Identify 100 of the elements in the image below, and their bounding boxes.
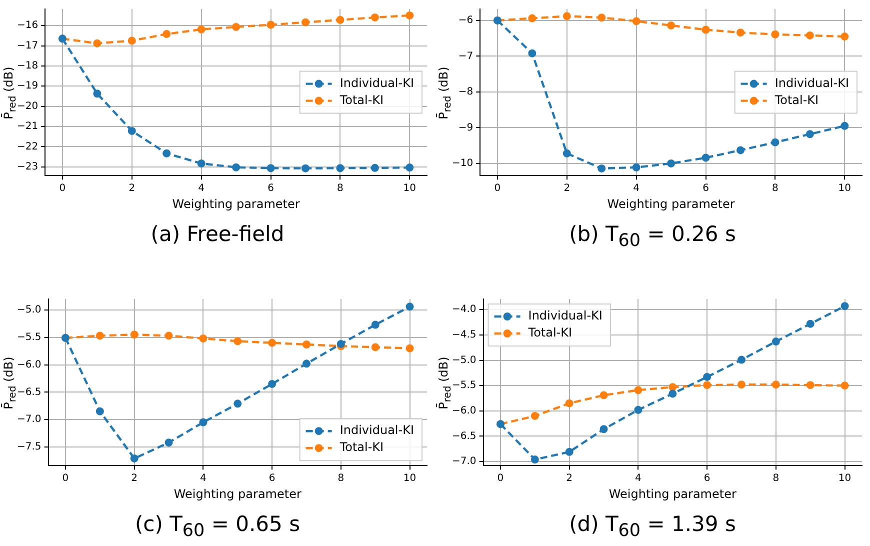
point [736, 146, 744, 154]
y-tick-label: −8 [458, 86, 474, 98]
x-tick-label: 2 [131, 473, 138, 484]
y-tick-label: −18 [16, 60, 38, 72]
y-tick-label: −17 [16, 40, 38, 52]
x-tick-label: 0 [62, 473, 69, 484]
y-tick-label: −20 [16, 100, 38, 112]
y-tick-label: −19 [16, 80, 38, 92]
point [738, 380, 746, 389]
point [371, 343, 380, 352]
point [130, 330, 138, 339]
point [164, 332, 173, 340]
x-axis-title: Weighting parameter [607, 196, 735, 211]
point [562, 12, 571, 20]
text: (c) T$_{60}$ = 0.65 s [134, 512, 302, 542]
point [93, 39, 102, 48]
x-tick-label: 4 [198, 183, 205, 194]
point [301, 18, 310, 26]
point [266, 20, 275, 29]
point [771, 138, 780, 146]
point [370, 164, 379, 172]
text: (a) Free-field [150, 222, 286, 246]
point [406, 11, 414, 20]
point [162, 30, 171, 38]
y-tick-label: −6.0 [452, 406, 476, 417]
x-tick-label: 6 [702, 183, 709, 194]
x-axis-title: Weighting parameter [174, 486, 302, 501]
point [302, 340, 310, 348]
x-tick-label: 6 [704, 473, 710, 484]
point [703, 372, 712, 381]
point [702, 154, 710, 162]
x-tick-label: 6 [268, 473, 276, 484]
point [703, 381, 712, 390]
x-tick-label: 10 [838, 183, 852, 194]
point [197, 159, 206, 168]
point [598, 164, 606, 172]
point [668, 390, 677, 398]
point [806, 130, 814, 138]
point [266, 164, 275, 172]
y-tick-label: −6 [458, 15, 474, 26]
point [128, 126, 136, 135]
y-tick-label: −7.0 [16, 414, 42, 426]
point [162, 149, 171, 158]
point [598, 14, 606, 22]
point [667, 21, 676, 30]
point [234, 337, 242, 346]
point [634, 406, 642, 414]
point [840, 32, 849, 41]
y-tick-label: −6.5 [452, 430, 476, 442]
point [232, 22, 240, 31]
point [128, 36, 136, 45]
x-tick-label: 8 [772, 473, 780, 484]
point [702, 26, 710, 34]
point [406, 344, 414, 352]
x-tick-label: 8 [772, 183, 778, 194]
point [736, 28, 744, 37]
legend-label: Total-KI [338, 92, 384, 107]
y-tick-label: −6.0 [16, 359, 42, 370]
point [772, 380, 780, 389]
point [232, 163, 240, 172]
point [96, 407, 104, 416]
point [93, 90, 102, 98]
point [528, 14, 536, 22]
y-tick-label: −4.5 [452, 330, 476, 341]
point [406, 164, 414, 172]
x-tick-label: 4 [633, 183, 640, 194]
point [130, 454, 138, 462]
x-tick-label: 0 [59, 183, 66, 194]
point [634, 386, 642, 394]
point [336, 164, 344, 172]
point [840, 302, 849, 310]
legend-label: Individual-KI [528, 308, 602, 323]
point [164, 438, 173, 447]
y-tick-label: −23 [16, 162, 38, 173]
point [199, 418, 208, 426]
y-tick-label: −5.0 [16, 304, 42, 316]
point [806, 320, 814, 328]
x-axis-title: Weighting parameter [172, 196, 300, 211]
y-tick-label: −16 [16, 20, 38, 32]
point [234, 400, 242, 408]
text: (d) T$_{60}$ = 1.39 s [568, 512, 737, 542]
point [301, 164, 310, 172]
point [668, 383, 677, 392]
point [840, 382, 849, 390]
y-tick-label: −21 [16, 121, 38, 132]
y-tick-label: −7 [458, 50, 474, 62]
point [406, 302, 414, 311]
point [806, 31, 814, 40]
y-tick-label: −7.5 [16, 442, 42, 453]
point [268, 338, 276, 347]
x-tick-label: 4 [200, 473, 206, 484]
y-tick-label: −4.0 [452, 304, 476, 316]
y-tick-label: −10 [452, 158, 474, 170]
x-tick-label: 2 [566, 473, 573, 484]
legend-label: Total-KI [338, 440, 384, 454]
point [199, 334, 208, 342]
legend-label: Total-KI [527, 326, 572, 340]
x-tick-label: 10 [838, 473, 852, 484]
x-axis-title: Weighting parameter [608, 486, 736, 501]
y-tick-label: −9 [458, 122, 474, 134]
